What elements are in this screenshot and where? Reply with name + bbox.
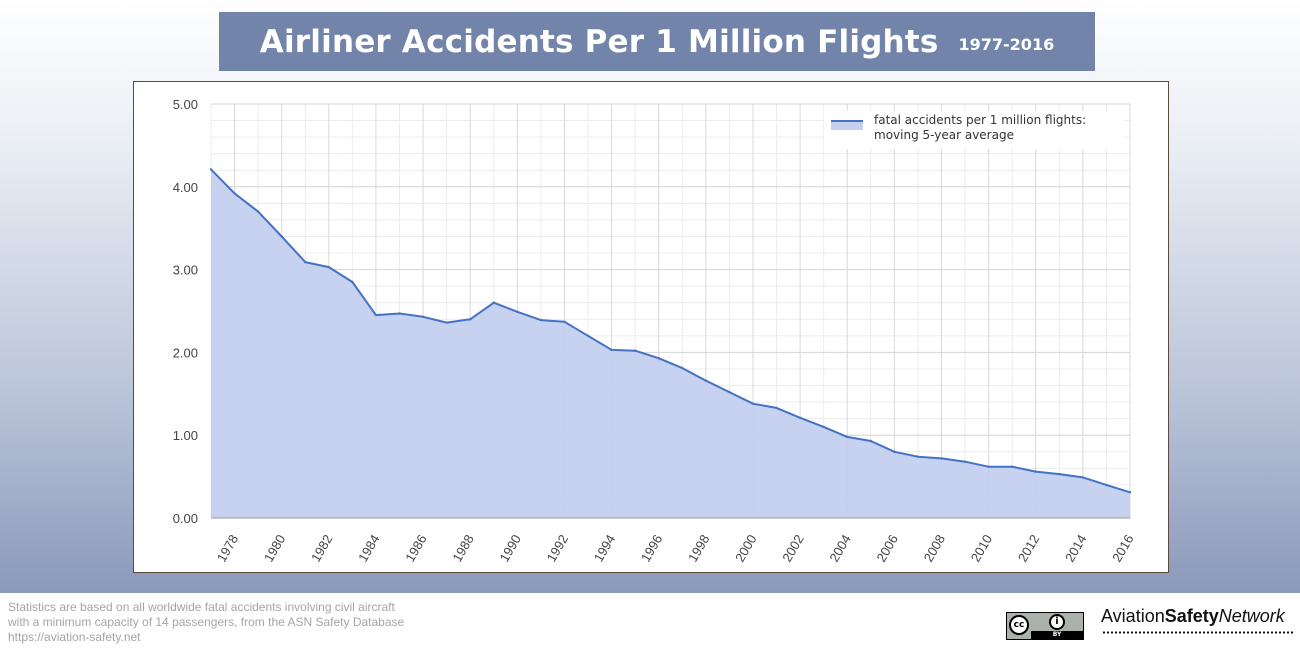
data-point (233, 192, 236, 195)
license-by-label: BY (1031, 631, 1083, 639)
data-point (1128, 491, 1132, 494)
footer: Statistics are based on all worldwide fa… (0, 593, 1300, 650)
data-point (869, 439, 872, 443)
logo-word-safety: Safety (1164, 606, 1219, 626)
y-tick-label: 3.00 (173, 263, 198, 278)
x-tick-label: 2014 (1062, 532, 1089, 565)
data-point (563, 320, 566, 323)
data-point (492, 301, 495, 304)
chart-year-range: 1977-2016 (958, 35, 1055, 54)
data-point (256, 210, 260, 213)
data-point (681, 366, 684, 370)
data-point (798, 416, 802, 419)
data-point (1034, 470, 1037, 473)
x-tick-label: 1992 (544, 532, 571, 565)
data-point (987, 465, 990, 468)
footnote: Statistics are based on all worldwide fa… (8, 600, 404, 645)
data-point (846, 435, 849, 439)
footnote-line: Statistics are based on all worldwide fa… (8, 600, 395, 614)
y-tick-label: 0.00 (173, 511, 198, 526)
data-point (280, 235, 283, 238)
data-point (728, 390, 731, 394)
data-point (893, 450, 896, 453)
data-point (421, 315, 425, 318)
series-area (211, 169, 1130, 518)
footnote-line: with a minimum capacity of 14 passengers… (8, 615, 405, 629)
data-point (610, 348, 613, 352)
x-tick-label: 2010 (968, 532, 995, 565)
x-tick-label: 1990 (496, 532, 523, 565)
x-tick-label: 1982 (308, 532, 335, 565)
cc-by-license-badge: cc i BY (1006, 612, 1084, 640)
x-tick-label: 2002 (779, 532, 806, 565)
data-point (445, 321, 448, 324)
data-point (1081, 476, 1085, 479)
data-point (304, 260, 307, 264)
x-tick-label: 2016 (1109, 532, 1136, 565)
x-tick-label: 2004 (826, 532, 853, 565)
logo-word-network: Network (1218, 606, 1285, 626)
data-point (586, 334, 590, 337)
chart-title: Airliner Accidents Per 1 Million Flights (259, 23, 939, 60)
data-point (775, 406, 778, 410)
data-point (209, 168, 213, 171)
data-point (963, 460, 967, 463)
x-tick-label: 1980 (261, 532, 288, 565)
data-point (657, 357, 660, 360)
data-point (374, 313, 378, 317)
data-point (751, 402, 755, 405)
x-tick-label: 2008 (921, 532, 948, 565)
data-point (916, 455, 920, 458)
x-tick-label: 1978 (214, 532, 241, 565)
logo-dotted-underline (1102, 631, 1294, 634)
title-banner: Airliner Accidents Per 1 Million Flights… (219, 12, 1095, 71)
y-tick-label: 5.00 (173, 97, 198, 112)
aviation-safety-network-logo: AviationSafetyNetwork (1101, 606, 1285, 627)
chart-panel: 0.00 1.00 2.00 3.00 4.00 5.00 1978 1980 1982 1984… (133, 81, 1169, 573)
chart: 0.00 1.00 2.00 3.00 4.00 5.00 1978 1980 1982 1984… (173, 97, 1137, 565)
logo-word-aviation: Aviation (1101, 606, 1165, 626)
data-point (1105, 483, 1108, 487)
data-point (1011, 465, 1014, 468)
legend-label: fatal accidents per 1 million flights: (874, 113, 1086, 127)
y-tick-label: 1.00 (173, 428, 198, 443)
data-point (327, 265, 330, 269)
x-tick-label: 1986 (402, 532, 429, 565)
data-point (940, 457, 943, 460)
data-point (539, 318, 543, 322)
x-tick-label: 1996 (638, 532, 665, 565)
attribution-person-icon: i (1049, 614, 1065, 630)
x-tick-label: 1994 (591, 532, 618, 565)
legend-swatch-fill (831, 121, 863, 130)
data-point (398, 312, 401, 315)
data-point (634, 349, 637, 352)
data-point (351, 280, 354, 284)
y-tick-label: 2.00 (173, 345, 198, 360)
data-point (704, 379, 707, 382)
legend-label: moving 5-year average (874, 128, 1014, 142)
series-line (210, 168, 1131, 494)
x-tick-label: 2000 (732, 532, 759, 565)
y-tick-label: 4.00 (173, 180, 198, 195)
creative-commons-icon: cc (1009, 615, 1029, 635)
x-tick-label: 2006 (874, 532, 901, 565)
x-tick-label: 1988 (449, 532, 476, 565)
legend-background (824, 111, 1124, 149)
x-tick-label: 1984 (355, 532, 382, 565)
footnote-url: https://aviation-safety.net (8, 630, 141, 644)
data-point (1058, 472, 1061, 476)
data-point (516, 310, 519, 313)
data-point (822, 425, 825, 429)
data-point (469, 318, 472, 321)
x-tick-label: 1998 (685, 532, 712, 565)
x-tick-label: 2012 (1015, 532, 1042, 565)
